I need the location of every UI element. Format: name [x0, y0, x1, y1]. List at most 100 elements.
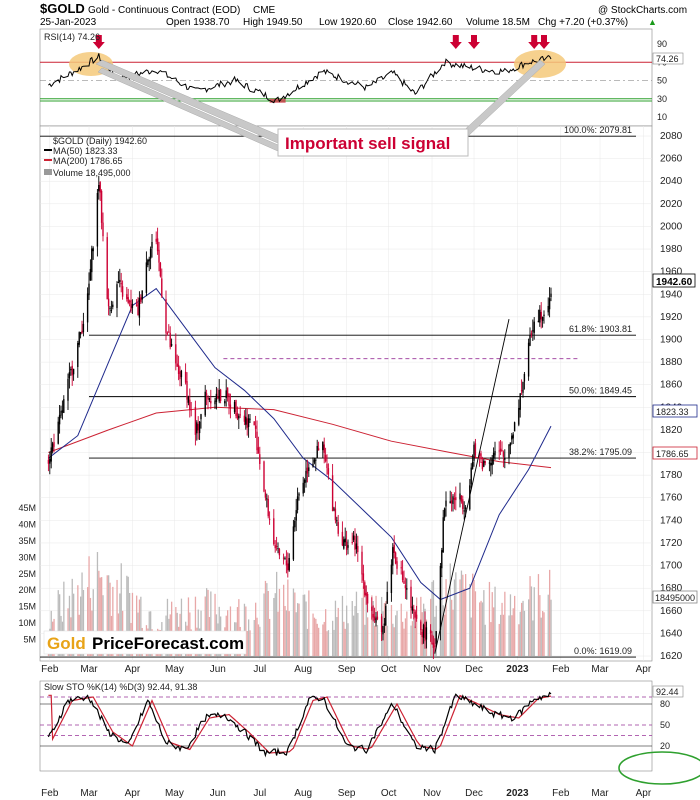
rsi-ticks: 9070503010: [657, 39, 667, 122]
candle-body: [288, 558, 290, 571]
candle-body: [145, 262, 148, 293]
volume-bar: [411, 621, 414, 656]
price-tick-1820: 1820: [660, 425, 683, 436]
candle-body: [151, 242, 153, 249]
candle-body: [184, 371, 187, 383]
candle-body: [364, 582, 366, 596]
volume-bar: [127, 576, 129, 656]
volume-bar: [493, 607, 495, 656]
candle-body: [449, 501, 451, 504]
volume-bar: [504, 591, 506, 656]
candle-body: [336, 520, 338, 522]
month-label-5: Jul: [253, 664, 266, 675]
month-label-3: May: [165, 664, 184, 675]
candle-body: [529, 334, 531, 346]
candle-body: [126, 294, 128, 299]
volume-bar: [529, 576, 531, 656]
candle-body: [302, 482, 304, 494]
candle-body: [131, 303, 134, 308]
candle-body: [257, 447, 260, 454]
volume-bar: [434, 616, 436, 656]
candle-body: [190, 409, 192, 411]
candle-body: [527, 342, 530, 377]
price-tick-1940: 1940: [660, 289, 683, 300]
candle-body: [147, 260, 149, 266]
candle-body: [79, 332, 82, 335]
fib-label-0: 100.0%: 2079.81: [564, 125, 632, 135]
candle-body: [68, 372, 71, 379]
volume-bar: [112, 586, 114, 656]
volume-bar: [106, 575, 108, 656]
candle-body: [548, 298, 551, 310]
volume-bar: [518, 624, 520, 656]
volume-bar: [288, 611, 290, 656]
volume-tick-25M: 25M: [18, 569, 36, 579]
volume-bar: [414, 626, 416, 656]
candle-body: [198, 421, 201, 434]
up-arrow-icon: ▲: [648, 17, 657, 27]
volume-bar: [542, 610, 544, 656]
volume-bar: [277, 611, 279, 656]
sto-month-label-1: Mar: [80, 788, 98, 799]
volume-bar: [431, 581, 433, 656]
header-volume: Volume 18.5M: [466, 17, 530, 28]
last-price-label: 1942.60: [656, 277, 693, 288]
candle-body: [537, 320, 540, 323]
candle-body: [208, 397, 211, 400]
candle-body: [453, 497, 456, 500]
volume-bar: [336, 617, 338, 656]
logo-part1: Gold: [47, 634, 86, 653]
volume-bar: [302, 594, 304, 656]
candle-body: [243, 415, 246, 422]
sto-month-label-10: Dec: [465, 788, 483, 799]
candle-body: [135, 304, 138, 306]
volume-bar: [119, 593, 121, 656]
sell-marker-2: [468, 35, 480, 49]
month-label-14: Apr: [636, 664, 652, 675]
candle-body: [509, 442, 512, 446]
candle-body: [550, 293, 552, 298]
volume-bar: [210, 591, 212, 656]
sto-month-ticks: Feb Mar Apr May Jun Jul Aug Sep Oct Nov Dec 2023 Feb…: [41, 788, 652, 799]
price-tick-1740: 1740: [660, 515, 683, 526]
sto-month-label-11: 2023: [506, 788, 529, 799]
volume-bar: [323, 621, 325, 656]
volume-bar: [99, 577, 101, 656]
candle-body: [390, 564, 393, 594]
candle-body: [394, 552, 397, 564]
candle-body: [520, 390, 523, 392]
volume-tick-40M: 40M: [18, 519, 36, 529]
candle-body: [233, 402, 236, 413]
volume-bar: [355, 591, 358, 656]
candle-body: [406, 588, 408, 590]
volume-bar: [73, 593, 75, 656]
candle-body: [224, 401, 226, 404]
candle-body: [86, 293, 89, 323]
candle-body: [392, 547, 394, 566]
candle-body: [148, 258, 150, 262]
volume-bar: [537, 574, 540, 656]
candle-body: [246, 418, 248, 428]
sto-month-label-6: Aug: [294, 788, 312, 799]
candle-body: [298, 493, 300, 496]
volume-bar: [385, 601, 387, 656]
volume-bar: [395, 615, 397, 656]
candle-body: [112, 304, 114, 308]
candle-body: [72, 368, 75, 375]
candle-body: [285, 560, 288, 566]
volume-bar: [187, 597, 190, 656]
volume-bar: [337, 607, 339, 656]
volume-bar: [109, 582, 111, 656]
candle-body: [71, 365, 73, 376]
volume-bar: [519, 611, 521, 656]
sto-month-label-0: Feb: [41, 788, 59, 799]
price-tick-2060: 2060: [660, 154, 683, 165]
candle-body: [138, 297, 141, 318]
volume-bar: [416, 597, 418, 656]
candle-body: [96, 192, 99, 247]
candle-body: [519, 393, 521, 410]
ma200-tag-label: 1786.65: [656, 449, 689, 459]
volume-bar: [400, 603, 402, 656]
candle-body: [499, 448, 502, 452]
